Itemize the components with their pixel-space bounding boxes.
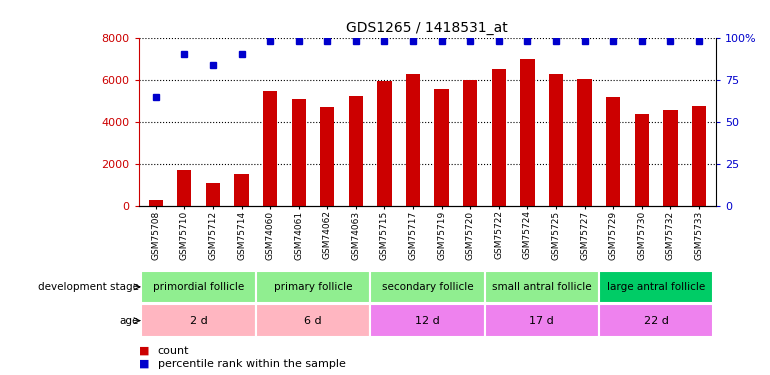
Bar bbox=[263, 91, 277, 206]
Bar bbox=[484, 304, 599, 337]
Bar bbox=[234, 174, 249, 206]
Text: 12 d: 12 d bbox=[415, 316, 440, 326]
Bar bbox=[549, 74, 563, 206]
Bar bbox=[256, 304, 370, 337]
Text: 6 d: 6 d bbox=[304, 316, 322, 326]
Text: 2 d: 2 d bbox=[189, 316, 207, 326]
Bar bbox=[149, 200, 163, 206]
Text: ■: ■ bbox=[139, 346, 152, 355]
Bar bbox=[492, 69, 506, 206]
Bar bbox=[691, 106, 706, 206]
Text: 22 d: 22 d bbox=[644, 316, 668, 326]
Bar bbox=[599, 304, 713, 337]
Bar bbox=[349, 96, 363, 206]
Bar bbox=[370, 271, 484, 303]
Bar bbox=[377, 81, 392, 206]
Bar bbox=[599, 271, 713, 303]
Text: development stage: development stage bbox=[38, 282, 139, 292]
Title: GDS1265 / 1418531_at: GDS1265 / 1418531_at bbox=[346, 21, 508, 35]
Text: large antral follicle: large antral follicle bbox=[607, 282, 705, 292]
Bar bbox=[463, 80, 477, 206]
Bar bbox=[142, 271, 256, 303]
Bar bbox=[177, 170, 192, 206]
Text: primary follicle: primary follicle bbox=[274, 282, 352, 292]
Bar bbox=[370, 304, 484, 337]
Text: percentile rank within the sample: percentile rank within the sample bbox=[158, 359, 346, 369]
Text: primordial follicle: primordial follicle bbox=[153, 282, 244, 292]
Text: secondary follicle: secondary follicle bbox=[382, 282, 473, 292]
Bar bbox=[606, 97, 621, 206]
Bar bbox=[484, 271, 599, 303]
Bar bbox=[320, 107, 334, 206]
Bar bbox=[206, 183, 220, 206]
Text: count: count bbox=[158, 346, 189, 355]
Bar bbox=[406, 74, 420, 206]
Bar bbox=[521, 58, 534, 206]
Bar bbox=[256, 271, 370, 303]
Bar bbox=[578, 79, 591, 206]
Text: small antral follicle: small antral follicle bbox=[492, 282, 591, 292]
Bar bbox=[634, 114, 649, 206]
Text: 17 d: 17 d bbox=[529, 316, 554, 326]
Text: ■: ■ bbox=[139, 359, 152, 369]
Bar bbox=[292, 99, 306, 206]
Text: age: age bbox=[120, 316, 139, 326]
Bar bbox=[434, 89, 449, 206]
Bar bbox=[663, 110, 678, 206]
Bar bbox=[142, 304, 256, 337]
